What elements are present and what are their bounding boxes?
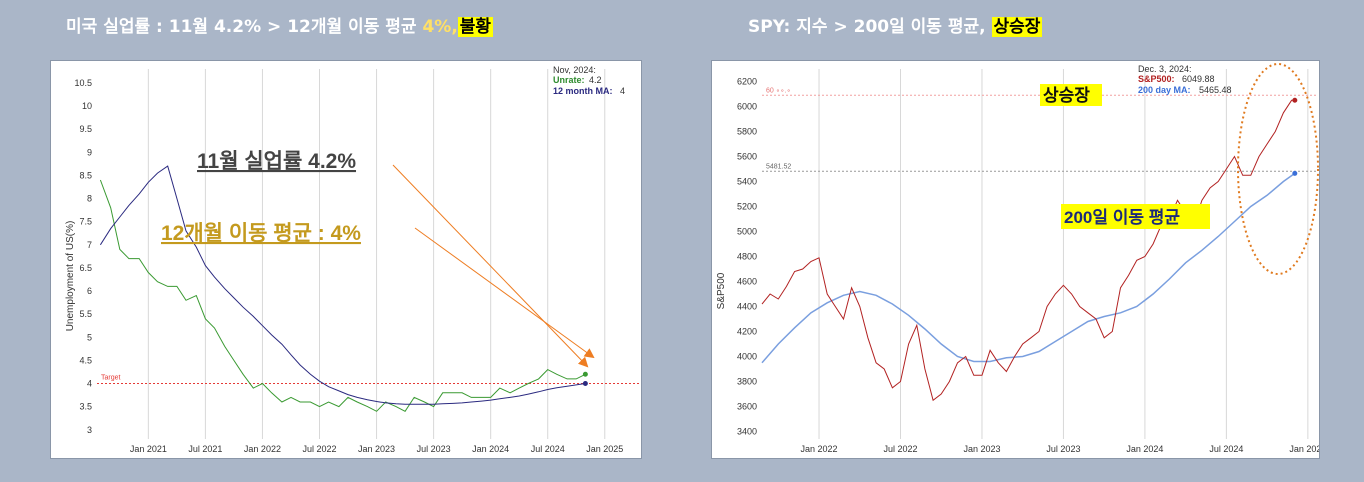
y-tick-label: 10 xyxy=(82,101,92,111)
unrate-arrow xyxy=(392,164,589,368)
y-tick-label: 6200 xyxy=(737,77,757,87)
top-reference-label: 60 ∘∘.∘ xyxy=(766,87,791,94)
x-tick-label: Jul 2022 xyxy=(883,444,917,454)
right-legend-ma-label: 200 day MA: xyxy=(1138,85,1191,95)
y-tick-label: 6.5 xyxy=(79,263,92,273)
sp500-series-line xyxy=(761,99,1295,402)
x-tick-label: Jan 2023 xyxy=(963,444,1000,454)
unrate-last-point xyxy=(582,371,588,377)
unrate-series-line xyxy=(99,179,586,412)
target-label: Target xyxy=(101,375,121,382)
ma-annotation: 12개월 이동 평균 : 4% xyxy=(161,222,361,245)
ma-arrow xyxy=(414,227,595,359)
right-header-highlight: 상승장 xyxy=(991,17,1043,37)
right-legend-sp500-value: 6049.88 xyxy=(1182,74,1215,84)
right-y-axis-label: S&P500 xyxy=(716,272,727,309)
y-tick-label: 8.5 xyxy=(79,170,92,180)
y-tick-label: 10.5 xyxy=(74,78,92,88)
ma200-series-line xyxy=(761,172,1296,364)
y-tick-label: 3600 xyxy=(737,402,757,412)
y-tick-label: 5400 xyxy=(737,177,757,187)
y-tick-label: 4800 xyxy=(737,252,757,262)
y-tick-label: 7 xyxy=(87,240,92,250)
sp500-chart: 6200 6000 5800 5600 5400 5200 5000 4800 4600 4400… xyxy=(716,63,1327,454)
x-tick-label: Jul 2022 xyxy=(302,444,336,454)
y-tick-label: 3800 xyxy=(737,377,757,387)
left-header-prefix: 미국 실업률 : 11월 4.2% > 12개월 이동 평균 xyxy=(66,17,423,37)
right-grid xyxy=(818,69,1309,439)
left-y-ticks: 10.5 10 9.5 9 8.5 8 7.5 7 6.5 6 5.5 5 4.5 4 3.5 3 xyxy=(74,78,92,435)
reference-label: 5481.52 xyxy=(766,163,791,170)
unrate-annotation: 11월 실업률 4.2% xyxy=(197,150,356,173)
sp500-last-point xyxy=(1292,97,1298,103)
x-tick-label: Jan 2025 xyxy=(586,444,623,454)
x-tick-label: Jul 2024 xyxy=(531,444,565,454)
y-tick-label: 4 xyxy=(87,379,92,389)
left-legend-date: Nov, 2024: xyxy=(553,65,596,75)
right-y-ticks: 6200 6000 5800 5600 5400 5200 5000 4800 4600 4400… xyxy=(737,77,757,437)
right-chart-header: SPY: 지수 > 200일 이동 평균, 상승장 xyxy=(748,12,1043,37)
left-legend-ma-value: 4 xyxy=(620,86,625,96)
y-tick-label: 7.5 xyxy=(79,217,92,227)
highlight-ellipse xyxy=(1237,63,1319,275)
right-x-ticks: Jan 2022 Jul 2022 Jan 2023 Jul 2023 Jan 2024… xyxy=(801,444,1327,454)
x-tick-label: Jul 2023 xyxy=(417,444,451,454)
y-tick-label: 4200 xyxy=(737,327,757,337)
bull-annotation: 상승장 xyxy=(1043,86,1090,105)
ma-series-line xyxy=(99,165,586,405)
left-legend-unrate-value: 4.2 xyxy=(589,75,602,85)
bull-annotation-bg xyxy=(1040,84,1102,106)
x-tick-label: Jan 2025 xyxy=(1289,444,1319,454)
ma200-annotation-bg xyxy=(1061,204,1210,229)
ma-last-point xyxy=(582,381,588,386)
y-tick-label: 5200 xyxy=(737,202,757,212)
y-tick-label: 5.5 xyxy=(79,309,92,319)
y-tick-label: 5000 xyxy=(737,227,757,237)
left-header-highlight: 불황 xyxy=(457,17,494,37)
left-chart-header: 미국 실업률 : 11월 4.2% > 12개월 이동 평균 4%, 불황 xyxy=(66,12,494,37)
left-y-axis-label: Unemployment of US(%) xyxy=(65,221,76,332)
y-tick-label: 9 xyxy=(87,147,92,157)
right-legend-ma-value: 5465.48 xyxy=(1199,85,1232,95)
x-tick-label: Jul 2024 xyxy=(1209,444,1243,454)
y-tick-label: 4000 xyxy=(737,352,757,362)
left-x-ticks: Jan 2021 Jul 2021 Jan 2022 Jul 2022 Jan 2023… xyxy=(130,444,623,454)
left-grid xyxy=(147,69,606,439)
x-tick-label: Jan 2024 xyxy=(472,444,509,454)
y-tick-label: 6000 xyxy=(737,102,757,112)
ma200-annotation: 200일 이동 평균 xyxy=(1064,208,1180,227)
unemployment-chart-panel: 10.5 10 9.5 9 8.5 8 7.5 7 6.5 6 5.5 5 4.5 4 3.5 3 Jan 2… xyxy=(50,60,642,459)
x-tick-label: Jan 2022 xyxy=(244,444,281,454)
y-tick-label: 4.5 xyxy=(79,355,92,365)
y-tick-label: 3 xyxy=(87,425,92,435)
y-tick-label: 8 xyxy=(87,194,92,204)
ma200-last-point xyxy=(1292,170,1298,176)
right-legend-date: Dec. 3, 2024: xyxy=(1138,64,1192,74)
y-tick-label: 5800 xyxy=(737,127,757,137)
y-tick-label: 3.5 xyxy=(79,402,92,412)
y-tick-label: 4400 xyxy=(737,302,757,312)
y-tick-label: 3400 xyxy=(737,427,757,437)
left-header-accent: 4%, xyxy=(422,17,458,37)
right-legend-sp500-label: S&P500: xyxy=(1138,74,1175,84)
y-tick-label: 9.5 xyxy=(79,124,92,134)
sp500-chart-panel: 6200 6000 5800 5600 5400 5200 5000 4800 4600 4400… xyxy=(711,60,1327,459)
left-legend-unrate-label: Unrate: xyxy=(553,75,585,85)
x-tick-label: Jan 2023 xyxy=(358,444,395,454)
y-tick-label: 4600 xyxy=(737,277,757,287)
y-tick-label: 6 xyxy=(87,286,92,296)
x-tick-label: Jan 2024 xyxy=(1126,444,1163,454)
x-tick-label: Jan 2021 xyxy=(130,444,167,454)
y-tick-label: 5600 xyxy=(737,152,757,162)
right-header-prefix: SPY: 지수 > 200일 이동 평균, xyxy=(748,17,992,37)
y-tick-label: 5 xyxy=(87,332,92,342)
x-tick-label: Jul 2021 xyxy=(188,444,222,454)
unemployment-chart: 10.5 10 9.5 9 8.5 8 7.5 7 6.5 6 5.5 5 4.5 4 3.5 3 Jan 2… xyxy=(65,65,639,454)
x-tick-label: Jul 2023 xyxy=(1046,444,1080,454)
x-tick-label: Jan 2022 xyxy=(801,444,838,454)
left-legend-ma-label: 12 month MA: xyxy=(553,86,613,96)
